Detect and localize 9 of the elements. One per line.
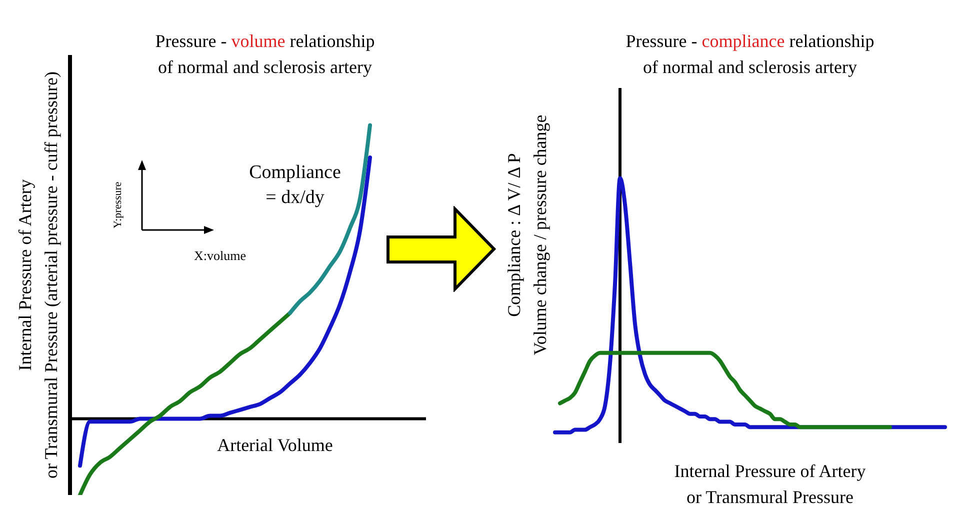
chart-title: Pressure - volume relationship of normal and sclerosis artery [154, 31, 376, 79]
annotation: Compliance = dx/dy [248, 161, 342, 210]
x-axis-title: Internal Pressure of Artery or Transmural Pressure [673, 460, 867, 509]
annotation: X:volume [193, 247, 247, 265]
x-axis-title: Arterial Volume [216, 434, 334, 457]
y-axis-title: Compliance : Δ V/ Δ P Volume change / pressure change [503, 114, 551, 358]
y-axis-title: Internal Pressure of Artery or Transmural Pressure (arterial pressure - cuff pressure) [14, 70, 62, 481]
annotation: Y:pressure [111, 180, 125, 230]
chart-title: Pressure - compliance relationship of normal and sclerosis artery [624, 31, 876, 79]
